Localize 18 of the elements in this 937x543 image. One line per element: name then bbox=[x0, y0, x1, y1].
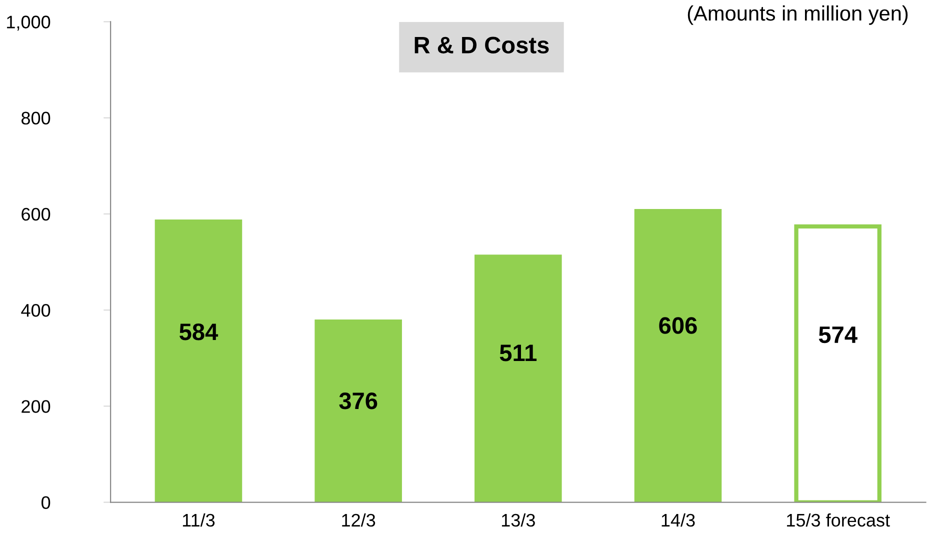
y-tick-label: 800 bbox=[22, 112, 50, 125]
data-label: 511 bbox=[500, 344, 537, 362]
x-tick-label: 15/3 forecast bbox=[787, 513, 890, 527]
y-tick-label: 0 bbox=[42, 496, 50, 509]
chart-subtitle: (Amounts in million yen) bbox=[688, 5, 908, 25]
x-tick-label: 14/3 bbox=[662, 513, 695, 527]
y-tick-label: 600 bbox=[22, 208, 50, 221]
chart-title: R & D Costs bbox=[414, 36, 549, 54]
data-label: 606 bbox=[659, 317, 697, 334]
x-tick-label: 13/3 bbox=[502, 513, 535, 527]
x-tick-label: 12/3 bbox=[342, 513, 376, 527]
data-label: 584 bbox=[180, 324, 218, 340]
data-label: 574 bbox=[818, 326, 858, 344]
y-tick-label: 1,000 bbox=[7, 16, 50, 31]
y-tick-label: 400 bbox=[21, 304, 50, 317]
data-label: 376 bbox=[339, 392, 378, 410]
x-tick-label: 11/3 bbox=[182, 513, 215, 527]
y-tick-label: 200 bbox=[22, 400, 50, 413]
